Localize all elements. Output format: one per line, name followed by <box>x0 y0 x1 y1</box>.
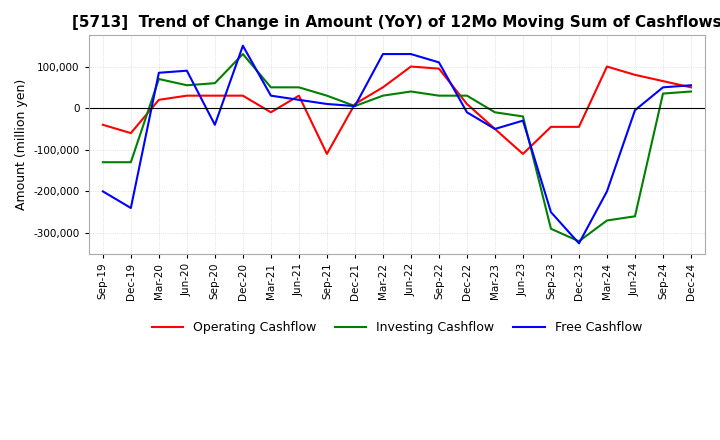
Investing Cashflow <box>687 89 696 94</box>
Free Cashflow <box>238 43 247 48</box>
Investing Cashflow <box>659 91 667 96</box>
Free Cashflow <box>687 83 696 88</box>
Operating Cashflow <box>266 110 275 115</box>
Investing Cashflow <box>266 84 275 90</box>
Investing Cashflow <box>155 77 163 82</box>
Investing Cashflow <box>99 160 107 165</box>
Free Cashflow <box>603 189 611 194</box>
Free Cashflow <box>155 70 163 75</box>
Operating Cashflow <box>546 124 555 129</box>
Line: Free Cashflow: Free Cashflow <box>103 46 691 243</box>
Free Cashflow <box>323 101 331 106</box>
Y-axis label: Amount (million yen): Amount (million yen) <box>15 79 28 210</box>
Operating Cashflow <box>379 84 387 90</box>
Investing Cashflow <box>575 238 583 244</box>
Free Cashflow <box>407 51 415 57</box>
Investing Cashflow <box>407 89 415 94</box>
Investing Cashflow <box>435 93 444 98</box>
Operating Cashflow <box>631 72 639 77</box>
Investing Cashflow <box>210 81 219 86</box>
Investing Cashflow <box>546 226 555 231</box>
Operating Cashflow <box>490 126 499 132</box>
Investing Cashflow <box>631 214 639 219</box>
Free Cashflow <box>351 103 359 109</box>
Operating Cashflow <box>238 93 247 98</box>
Investing Cashflow <box>518 114 527 119</box>
Free Cashflow <box>659 84 667 90</box>
Free Cashflow <box>379 51 387 57</box>
Operating Cashflow <box>659 78 667 84</box>
Operating Cashflow <box>351 101 359 106</box>
Legend: Operating Cashflow, Investing Cashflow, Free Cashflow: Operating Cashflow, Investing Cashflow, … <box>147 316 647 339</box>
Investing Cashflow <box>490 110 499 115</box>
Operating Cashflow <box>294 93 303 98</box>
Investing Cashflow <box>323 93 331 98</box>
Line: Operating Cashflow: Operating Cashflow <box>103 66 691 154</box>
Investing Cashflow <box>294 84 303 90</box>
Operating Cashflow <box>687 84 696 90</box>
Investing Cashflow <box>238 51 247 57</box>
Operating Cashflow <box>435 66 444 71</box>
Operating Cashflow <box>155 97 163 103</box>
Operating Cashflow <box>127 131 135 136</box>
Investing Cashflow <box>379 93 387 98</box>
Investing Cashflow <box>183 83 192 88</box>
Free Cashflow <box>183 68 192 73</box>
Free Cashflow <box>127 205 135 211</box>
Operating Cashflow <box>323 151 331 157</box>
Title: [5713]  Trend of Change in Amount (YoY) of 12Mo Moving Sum of Cashflows: [5713] Trend of Change in Amount (YoY) o… <box>72 15 720 30</box>
Operating Cashflow <box>463 101 472 106</box>
Free Cashflow <box>490 126 499 132</box>
Investing Cashflow <box>351 103 359 109</box>
Investing Cashflow <box>127 160 135 165</box>
Operating Cashflow <box>210 93 219 98</box>
Free Cashflow <box>266 93 275 98</box>
Free Cashflow <box>518 118 527 123</box>
Operating Cashflow <box>183 93 192 98</box>
Free Cashflow <box>99 189 107 194</box>
Investing Cashflow <box>603 218 611 223</box>
Line: Investing Cashflow: Investing Cashflow <box>103 54 691 241</box>
Operating Cashflow <box>603 64 611 69</box>
Operating Cashflow <box>518 151 527 157</box>
Free Cashflow <box>463 110 472 115</box>
Operating Cashflow <box>407 64 415 69</box>
Free Cashflow <box>575 241 583 246</box>
Free Cashflow <box>294 97 303 103</box>
Free Cashflow <box>631 108 639 113</box>
Free Cashflow <box>210 122 219 128</box>
Operating Cashflow <box>575 124 583 129</box>
Operating Cashflow <box>99 122 107 128</box>
Investing Cashflow <box>463 93 472 98</box>
Free Cashflow <box>435 60 444 65</box>
Free Cashflow <box>546 209 555 215</box>
